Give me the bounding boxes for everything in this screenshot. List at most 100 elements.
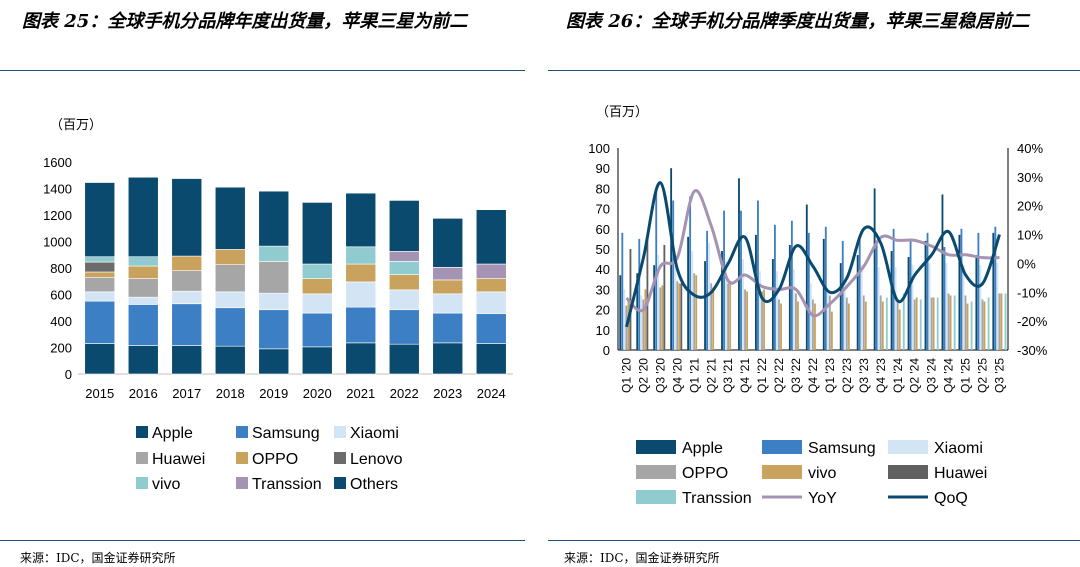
bar-others-2021 [345,192,377,248]
bar-oppo-q2-20 [642,299,645,350]
bar-samsung-q3-22 [790,220,793,350]
y-tick-label: 400 [50,314,72,329]
x-tick-label: 2021 [346,386,375,401]
y-tick-label: 0 [603,343,610,358]
left-chart-title: 图表 25：全球手机分品牌年度出货量，苹果三星为前二 [22,11,468,32]
y-tick-label: 1400 [43,182,72,197]
legend-label-apple: Apple [682,440,723,457]
bar-oppo-q3-21 [727,283,730,350]
x-tick-label: Q1 '20 [619,358,633,393]
y-tick-label: 200 [50,341,72,356]
bar-xiaomi-q2-22 [776,271,778,350]
bar-samsung-2022 [388,309,420,345]
y-tick-label: 60 [596,222,610,237]
bar-apple-q3-23 [856,255,859,350]
bar-samsung-2024 [475,313,507,344]
x-tick-label: Q3 '25 [993,358,1007,393]
bar-oppo-q4-22 [811,299,814,350]
bar-oppo-q3-25 [998,293,1001,350]
bar-others-2023 [432,218,464,268]
legend-swatch-xiaomi [888,440,928,454]
x-tick-label: Q1 '23 [823,358,837,393]
y-tick-label: 20 [596,303,610,318]
x-tick-label: Q3 '21 [721,358,735,393]
bar-vivo-q3-22 [797,301,799,350]
bar-apple-2016 [127,345,159,375]
bar-apple-q2-25 [975,255,978,350]
bar-samsung-q4-24 [943,246,946,350]
bar-oppo-q2-24 [913,299,916,350]
bar-xiaomi-q3-21 [725,261,727,350]
bar-oppo-q3-22 [795,293,797,350]
bar-vivo-q1-23 [830,311,833,350]
bar-oppo-q2-25 [981,299,984,350]
bar-vivo-q1-24 [898,309,901,350]
legend-label-vivo: vivo [152,476,181,493]
y-tick-label: 10 [596,323,610,338]
bar-transsion-q4-24 [953,295,956,350]
bar-xiaomi-q2-20 [640,295,643,350]
bar-oppo-q4-20 [676,281,679,350]
x-tick-label: Q1 '24 [891,358,905,393]
bar-vivo-q2-23 [847,303,850,350]
bar-xiaomi-q3-23 [860,265,863,350]
bar-xiaomi-q4-20 [674,263,677,350]
bar-xiaomi-q2-21 [708,242,711,350]
legend-label-oppo: OPPO [252,451,298,468]
bar-xiaomi-q2-25 [979,265,982,350]
x-tick-label: Q4 '24 [942,358,956,393]
bar-samsung-q1-25 [960,228,963,350]
legend-label-samsung: Samsung [808,440,876,457]
bar-samsung-q1-21 [689,196,692,350]
bar-transsion-q2-24 [919,299,922,350]
bar-samsung-q3-23 [858,236,861,350]
bar-vivo-q4-22 [814,303,816,350]
legend-swatch-samsung [236,426,248,438]
bar-vivo-q3-20 [661,285,664,350]
x-tick-label: Q3 '24 [925,358,939,393]
y2-tick-label: -20% [1017,314,1048,329]
x-tick-label: Q2 '24 [908,358,922,393]
bar-oppo-q2-21 [710,283,713,350]
bar-apple-q1-21 [687,236,690,350]
bar-others-2020 [301,202,333,265]
bar-huawei-q4-20 [680,283,683,350]
x-tick-label: 2018 [216,386,245,401]
y2-tick-label: -30% [1017,343,1048,358]
legend-swatch-huawei [888,465,928,479]
bar-vivo-q4-23 [881,301,884,350]
bar-xiaomi-q2-24 [911,265,914,350]
x-tick-label: 2020 [303,386,332,401]
bar-others-2017 [171,178,203,257]
legend-swatch-vivo [762,465,802,479]
bar-apple-2023 [432,342,464,375]
bar-vivo-q1-22 [763,289,765,350]
bar-huawei-q2-20 [646,236,649,350]
bar-xiaomi-q3-20 [657,255,660,350]
bar-huawei-2018 [214,264,246,293]
bar-xiaomi-q4-24 [945,263,948,350]
bar-samsung-q3-24 [926,232,929,350]
bar-xiaomi-q1-24 [894,267,897,350]
bar-vivo-q3-25 [1000,293,1003,350]
y2-tick-label: 10% [1017,228,1043,243]
bar-samsung-2018 [214,307,246,347]
y2-tick-label: 30% [1017,170,1043,185]
bar-samsung-q3-20 [655,188,658,350]
bar-apple-q1-23 [822,238,825,350]
x-tick-label: Q2 '25 [976,358,990,393]
legend-swatch-samsung [762,440,802,454]
bar-apple-q4-21 [738,178,740,350]
bar-samsung-2020 [301,312,333,348]
bar-xiaomi-q1-20 [623,289,626,350]
bar-apple-q4-23 [873,188,876,350]
left-source-note: 来源：IDC，国金证券研究所 [20,551,176,565]
legend-swatch-xiaomi [334,426,346,438]
legend-label-lenovo: Lenovo [350,451,403,468]
x-tick-label: 2016 [129,386,158,401]
bar-xiaomi-q1-23 [826,289,829,350]
bar-oppo-q1-20 [625,305,628,350]
x-tick-label: Q1 '21 [687,358,701,393]
bar-vivo-q2-24 [915,297,918,350]
bar-apple-q3-25 [992,232,995,350]
